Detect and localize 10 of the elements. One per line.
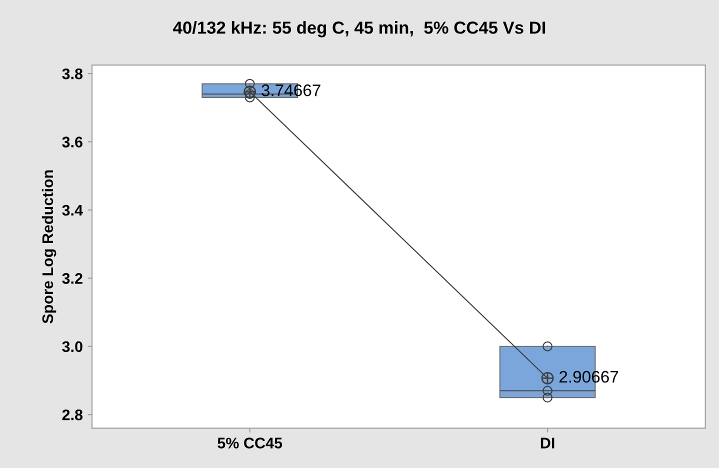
y-tick-label: 3.4	[62, 204, 83, 216]
chart-title: 40/132 kHz: 55 deg C, 45 min, 5% CC45 Vs DI	[173, 21, 546, 38]
x-tick-label: DI	[540, 438, 554, 448]
y-tick-label: 2.8	[62, 409, 83, 420]
y-tick-label: 3.6	[62, 136, 82, 148]
y-tick-label: 3.8	[62, 68, 83, 80]
y-tick-label: 3.2	[62, 273, 82, 284]
y-tick-label: 3.0	[62, 341, 82, 352]
y-axis-title: Spore Log Reduction	[42, 170, 56, 324]
x-tick-label: 5% CC45	[218, 438, 282, 448]
